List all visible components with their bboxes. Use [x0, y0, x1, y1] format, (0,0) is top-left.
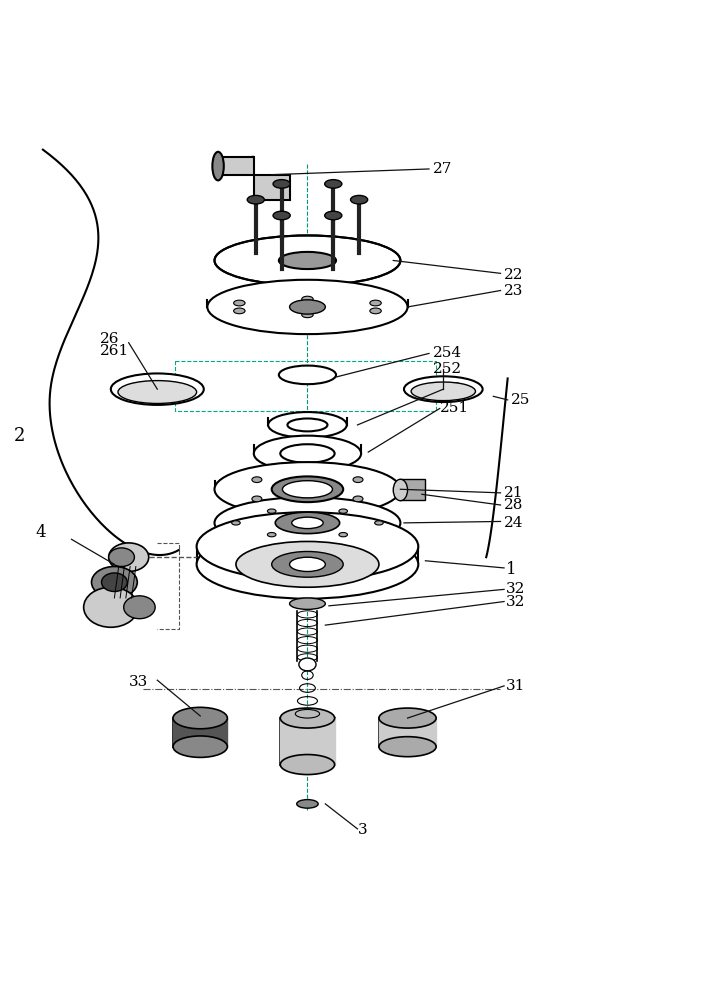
- Ellipse shape: [404, 376, 483, 402]
- Ellipse shape: [325, 211, 342, 220]
- Text: 27: 27: [433, 162, 452, 176]
- Ellipse shape: [353, 496, 363, 502]
- Ellipse shape: [214, 235, 400, 286]
- Ellipse shape: [370, 300, 381, 306]
- Ellipse shape: [325, 180, 342, 188]
- Text: 26: 26: [100, 332, 119, 346]
- Ellipse shape: [339, 532, 347, 537]
- Text: 253: 253: [433, 382, 462, 396]
- Text: 32: 32: [506, 595, 526, 609]
- Text: 23: 23: [504, 284, 523, 298]
- Text: 28: 28: [504, 498, 523, 512]
- Ellipse shape: [207, 280, 408, 334]
- Ellipse shape: [254, 436, 361, 471]
- Ellipse shape: [393, 479, 408, 501]
- Ellipse shape: [236, 541, 379, 587]
- Ellipse shape: [109, 548, 134, 566]
- Ellipse shape: [370, 308, 381, 314]
- Ellipse shape: [118, 381, 197, 403]
- Ellipse shape: [247, 195, 265, 204]
- Polygon shape: [214, 253, 400, 268]
- Ellipse shape: [379, 737, 436, 757]
- Ellipse shape: [273, 211, 290, 220]
- Ellipse shape: [339, 509, 347, 513]
- Polygon shape: [280, 718, 335, 765]
- Ellipse shape: [282, 481, 332, 498]
- Ellipse shape: [268, 412, 347, 438]
- Text: 2: 2: [14, 427, 26, 445]
- Ellipse shape: [272, 551, 343, 577]
- Text: 24: 24: [504, 516, 523, 530]
- Ellipse shape: [267, 509, 276, 513]
- Ellipse shape: [173, 707, 227, 729]
- Ellipse shape: [350, 195, 368, 204]
- Ellipse shape: [280, 708, 335, 728]
- Bar: [254, 175, 290, 200]
- Ellipse shape: [275, 512, 340, 534]
- Text: 32: 32: [506, 582, 526, 596]
- Ellipse shape: [124, 596, 155, 619]
- Ellipse shape: [214, 497, 400, 549]
- Text: 1: 1: [506, 561, 517, 578]
- Ellipse shape: [252, 496, 262, 502]
- Ellipse shape: [280, 444, 335, 463]
- Text: 261: 261: [100, 344, 129, 358]
- Ellipse shape: [297, 800, 318, 808]
- Ellipse shape: [287, 418, 327, 431]
- Ellipse shape: [214, 462, 400, 516]
- Ellipse shape: [290, 557, 325, 572]
- Ellipse shape: [252, 477, 262, 483]
- Text: 33: 33: [129, 675, 148, 689]
- Text: 21: 21: [504, 486, 523, 500]
- Text: 31: 31: [506, 679, 526, 693]
- Text: 252: 252: [433, 362, 462, 376]
- Text: 3: 3: [358, 823, 367, 837]
- Ellipse shape: [411, 382, 475, 401]
- Ellipse shape: [290, 598, 325, 609]
- Ellipse shape: [302, 296, 313, 302]
- Ellipse shape: [299, 658, 316, 671]
- Ellipse shape: [234, 300, 245, 306]
- Polygon shape: [173, 718, 227, 747]
- Ellipse shape: [272, 476, 343, 502]
- Ellipse shape: [102, 573, 127, 592]
- Ellipse shape: [292, 517, 323, 529]
- Text: 25: 25: [511, 393, 531, 407]
- Bar: [218, 157, 254, 175]
- Ellipse shape: [279, 252, 336, 269]
- Ellipse shape: [197, 512, 418, 581]
- Ellipse shape: [173, 736, 227, 757]
- Ellipse shape: [111, 373, 204, 405]
- Ellipse shape: [302, 312, 313, 318]
- Ellipse shape: [84, 587, 138, 627]
- Ellipse shape: [232, 521, 240, 525]
- Ellipse shape: [273, 180, 290, 188]
- Text: 4: 4: [36, 524, 46, 541]
- Ellipse shape: [375, 521, 383, 525]
- Text: 251: 251: [440, 401, 469, 415]
- Ellipse shape: [279, 366, 336, 384]
- Ellipse shape: [353, 477, 363, 483]
- Ellipse shape: [109, 543, 149, 572]
- Bar: [400, 479, 425, 500]
- Ellipse shape: [379, 708, 436, 728]
- Ellipse shape: [212, 152, 224, 180]
- Ellipse shape: [92, 566, 137, 598]
- Ellipse shape: [197, 530, 418, 599]
- Ellipse shape: [234, 308, 245, 314]
- Ellipse shape: [280, 755, 335, 775]
- Ellipse shape: [290, 300, 325, 314]
- Text: 254: 254: [433, 346, 462, 360]
- Ellipse shape: [267, 532, 276, 537]
- Text: 22: 22: [504, 268, 523, 282]
- Polygon shape: [379, 718, 436, 747]
